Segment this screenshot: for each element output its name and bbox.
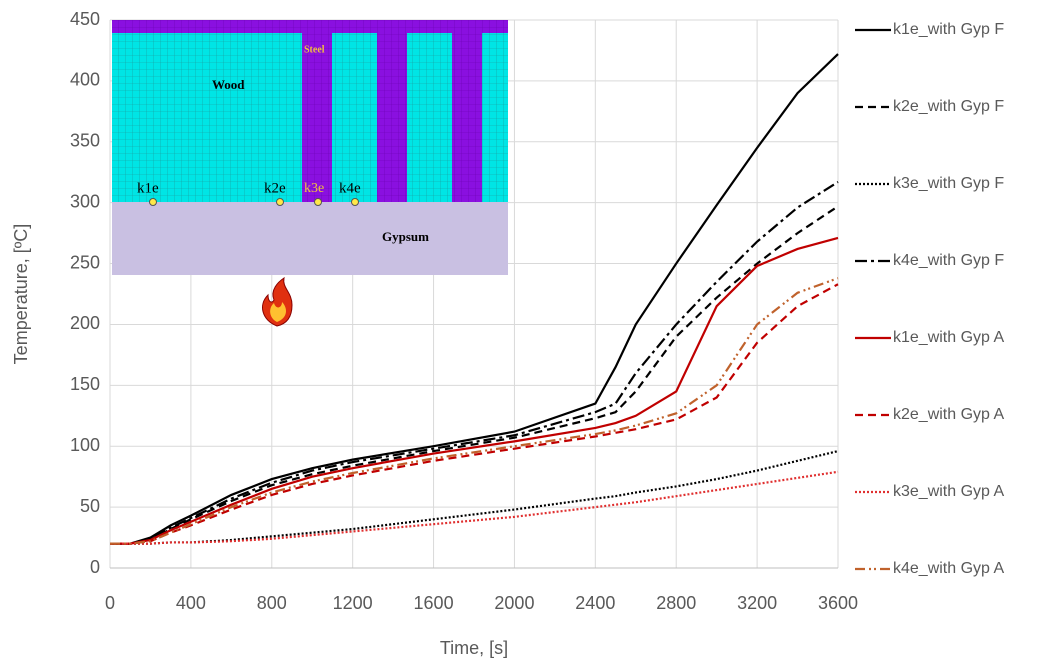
y-tick-label: 250	[70, 252, 100, 272]
material-label: Gypsum	[382, 229, 429, 244]
x-tick-label: 3600	[818, 593, 858, 613]
y-tick-label: 450	[70, 9, 100, 29]
y-tick-label: 350	[70, 131, 100, 151]
legend-label: k1e_with Gyp F	[893, 21, 1004, 38]
x-tick-label: 3200	[737, 593, 777, 613]
legend-label: k2e_with Gyp A	[893, 406, 1005, 423]
inset-image: Wood Steel Gypsum k1e k2e k3e k4e	[112, 20, 508, 327]
legend-label: k2e_with Gyp F	[893, 98, 1004, 115]
series-line	[110, 277, 839, 545]
x-tick-label: 2800	[656, 593, 696, 613]
x-tick-label: 2000	[494, 593, 534, 613]
series-line	[110, 236, 839, 545]
material-label: Steel	[304, 44, 325, 55]
y-tick-label: 300	[70, 191, 100, 211]
flame-icon	[262, 276, 293, 327]
legend-label: k3e_with Gyp A	[893, 483, 1005, 500]
point-label: k1e	[137, 180, 159, 196]
y-tick-label: 150	[70, 374, 100, 394]
legend-label: k3e_with Gyp F	[893, 175, 1004, 192]
series-line	[110, 283, 839, 545]
point-label: k3e	[304, 181, 324, 196]
series-line	[110, 53, 839, 545]
material-label: Wood	[212, 77, 245, 92]
y-tick-label: 400	[70, 70, 100, 90]
series-line	[110, 181, 839, 545]
legend-label: k1e_with Gyp A	[893, 329, 1005, 346]
y-tick-label: 200	[70, 313, 100, 333]
x-tick-label: 800	[257, 593, 287, 613]
x-tick-label: 1600	[414, 593, 454, 613]
x-axis-title: Time, [s]	[440, 638, 508, 658]
y-axis-title: Temperature, [ºC]	[11, 224, 31, 365]
point-label: k4e	[339, 180, 361, 196]
legend-label: k4e_with Gyp F	[893, 252, 1004, 269]
point-markers	[149, 198, 359, 206]
series-line	[110, 205, 839, 545]
steel-column	[377, 20, 407, 202]
x-tick-label: 1200	[333, 593, 373, 613]
x-tick-label: 2400	[575, 593, 615, 613]
series-line	[110, 470, 839, 545]
gypsum-layer	[112, 202, 508, 275]
x-tick-label: 400	[176, 593, 206, 613]
point-label: k2e	[264, 180, 286, 196]
x-tick-label: 0	[105, 593, 115, 613]
legend-label: k4e_with Gyp A	[893, 560, 1005, 577]
y-tick-label: 0	[90, 557, 100, 577]
y-tick-label: 100	[70, 435, 100, 455]
steel-column	[302, 20, 332, 202]
steel-column	[452, 20, 482, 202]
y-tick-label: 50	[80, 496, 100, 516]
series-line	[110, 450, 839, 545]
